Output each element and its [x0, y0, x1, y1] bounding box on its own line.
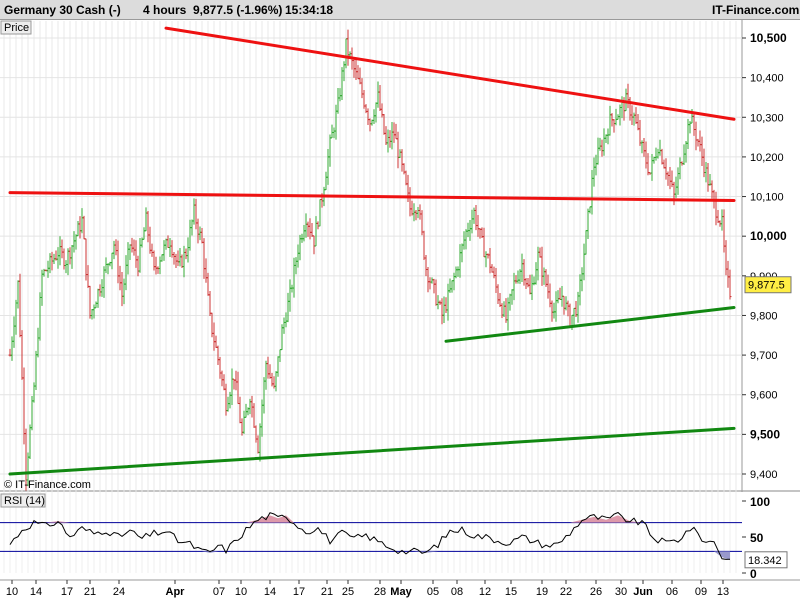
rsi-oversold-fill: [426, 551, 438, 553]
x-tick-label: 14: [30, 586, 42, 598]
price-label-box: [0, 20, 32, 35]
resistance-trendline: [8, 191, 736, 203]
interval-label: 4 hours: [143, 3, 187, 17]
x-tick-label: 14: [264, 586, 276, 598]
y-tick-label: 10,500: [750, 31, 787, 45]
x-tick-label: 24: [113, 586, 125, 598]
x-tick-label: 22: [560, 586, 572, 598]
rsi-overbought-fill: [570, 519, 582, 523]
chart-header: Germany 30 Cash (-) 4 hours 9,877.5 (-1.…: [0, 0, 800, 20]
x-tick-label: 06: [666, 586, 678, 598]
x-tick-label: Jun: [633, 586, 653, 598]
rsi-oversold-fill: [722, 551, 730, 561]
x-tick-label: 17: [61, 586, 73, 598]
watermark: © IT-Finance.com: [4, 479, 91, 491]
rsi-y-tick-label: 100: [750, 495, 770, 509]
x-tick-label: May: [390, 586, 412, 598]
candles: [8, 29, 732, 491]
x-tick-label: 25: [342, 586, 354, 598]
rsi-overbought-fill: [286, 515, 294, 523]
x-tick-label: 10: [235, 586, 247, 598]
x-tick-label: 05: [427, 586, 439, 598]
x-tick-label: 07: [213, 586, 225, 598]
y-tick-label: 10,400: [750, 73, 784, 85]
support-trendline: [8, 426, 736, 476]
rsi-oversold-fill: [202, 551, 210, 553]
rsi-overbought-fill: [270, 515, 278, 523]
y-tick-label: 10,200: [750, 152, 784, 164]
rsi-overbought-fill: [46, 521, 58, 523]
timestamp: 15:34:18: [285, 3, 334, 17]
x-tick-label: 26: [590, 586, 602, 598]
brand-label: IT-Finance.com: [712, 3, 800, 17]
x-tick-label: 21: [321, 586, 333, 598]
resistance-trendline: [164, 26, 736, 121]
y-tick-label: 9,500: [750, 427, 780, 441]
rsi-panel: 0 50 100 RSI (14) 18.342: [0, 492, 800, 581]
rsi-label-box: [0, 493, 46, 508]
last-price-label: 9,877.5: [748, 280, 785, 292]
x-axis: 10 14 17 21 24 Apr 07 10 14 17 21 25 28 May 05 08 12 15 19…: [6, 580, 729, 598]
y-tick-label: 9,700: [750, 350, 778, 362]
last-price-tag: [744, 276, 792, 294]
rsi-y-tick-label: 0: [750, 567, 757, 581]
x-tick-label: 10: [6, 586, 18, 598]
rsi-last-label: 18.342: [748, 555, 782, 567]
instrument-title: Germany 30 Cash (-): [4, 3, 121, 17]
x-tick-label: 13: [717, 586, 729, 598]
price-change: 9,877.5 (-1.96%): [193, 3, 283, 17]
x-tick-label: 09: [695, 586, 707, 598]
x-tick-label: 15: [505, 586, 517, 598]
y-tick-label: 9,400: [750, 469, 778, 481]
x-tick-label: 17: [293, 586, 305, 598]
rsi-last-tag: [744, 551, 788, 569]
rsi-panel-label: RSI (14): [4, 495, 45, 507]
y-tick-label: 10,100: [750, 192, 784, 204]
x-tick-label: 21: [84, 586, 96, 598]
rsi-overbought-fill: [278, 515, 286, 523]
rsi-y-tick-label: 50: [750, 531, 764, 545]
support-trendline: [444, 306, 736, 343]
price-panel: 9,4009,5009,6009,7009,8009,90010,00010,1…: [0, 20, 800, 580]
rsi-line: [9, 511, 731, 560]
rsi-overbought-fill: [606, 515, 618, 523]
y-tick-label: 10,300: [750, 112, 784, 124]
rsi-overbought-fill: [58, 521, 70, 523]
x-tick-label: Apr: [166, 586, 186, 598]
y-tick-label: 10,000: [750, 229, 787, 243]
price-panel-label: Price: [4, 22, 29, 34]
rsi-oversold-fill: [210, 551, 218, 553]
rsi-overbought-fill: [582, 516, 594, 523]
y-tick-label: 9,800: [750, 310, 778, 322]
y-tick-label: 9,600: [750, 390, 778, 402]
x-tick-label: 08: [451, 586, 463, 598]
x-tick-label: 19: [536, 586, 548, 598]
x-tick-label: 30: [615, 586, 627, 598]
x-tick-label: 12: [479, 586, 491, 598]
x-tick-label: 28: [374, 586, 386, 598]
